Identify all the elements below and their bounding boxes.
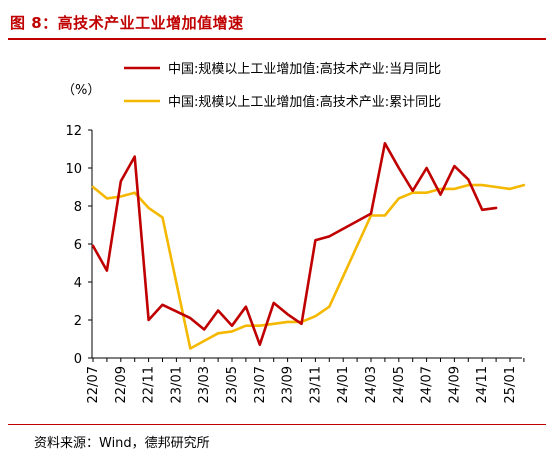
y-tick-label: 6 bbox=[74, 238, 82, 253]
series-line-monthly-yoy bbox=[91, 142, 498, 347]
chart-axes: 0 2 4 6 8 10 12 22/07 22/09 22/11 23/01 23/03 23/05 2… bbox=[62, 83, 525, 403]
y-tick-label: 4 bbox=[74, 276, 82, 291]
y-tick-label: 0 bbox=[74, 352, 82, 367]
x-tick-label: 23/09 bbox=[281, 366, 296, 403]
legend-label: 中国:规模以上工业增加值:高技术产业:累计同比 bbox=[168, 94, 441, 110]
y-tick-label: 12 bbox=[65, 124, 82, 139]
y-tick-label: 8 bbox=[74, 200, 82, 215]
x-tick-label: 22/07 bbox=[86, 366, 101, 403]
x-tick-label: 23/01 bbox=[169, 366, 184, 403]
series-line-cumulative-yoy bbox=[91, 183, 526, 350]
x-tick-label: 23/05 bbox=[225, 366, 240, 403]
title-rule bbox=[8, 38, 546, 40]
x-tick-label: 22/09 bbox=[114, 366, 129, 403]
x-tick-label: 24/07 bbox=[420, 366, 435, 403]
figure-title: 图 8：高技术产业工业增加值增速 bbox=[10, 14, 244, 32]
source-note: 资料来源：Wind，德邦研究所 bbox=[34, 436, 210, 451]
legend-label: 中国:规模以上工业增加值:高技术产业:当月同比 bbox=[168, 61, 441, 77]
x-tick-label: 23/03 bbox=[197, 366, 212, 403]
x-tick-label: 24/11 bbox=[475, 366, 490, 403]
y-unit-label: （%） bbox=[62, 83, 100, 98]
x-tick-label: 24/01 bbox=[336, 366, 351, 403]
x-tick-label: 24/09 bbox=[447, 366, 462, 403]
y-tick-label: 2 bbox=[74, 314, 82, 329]
x-tick-label: 25/01 bbox=[503, 366, 518, 403]
x-tick-label: 23/07 bbox=[253, 366, 268, 403]
chart-legend: 中国:规模以上工业增加值:高技术产业:当月同比中国:规模以上工业增加值:高技术产… bbox=[124, 61, 441, 110]
y-tick-label: 10 bbox=[65, 162, 82, 177]
x-tick-label: 24/03 bbox=[364, 366, 379, 403]
footer-rule bbox=[8, 424, 546, 425]
x-tick-label: 22/11 bbox=[142, 366, 157, 403]
chart-series-lines bbox=[91, 142, 526, 350]
x-tick-label: 24/05 bbox=[392, 366, 407, 403]
x-tick-label: 23/11 bbox=[308, 366, 323, 403]
